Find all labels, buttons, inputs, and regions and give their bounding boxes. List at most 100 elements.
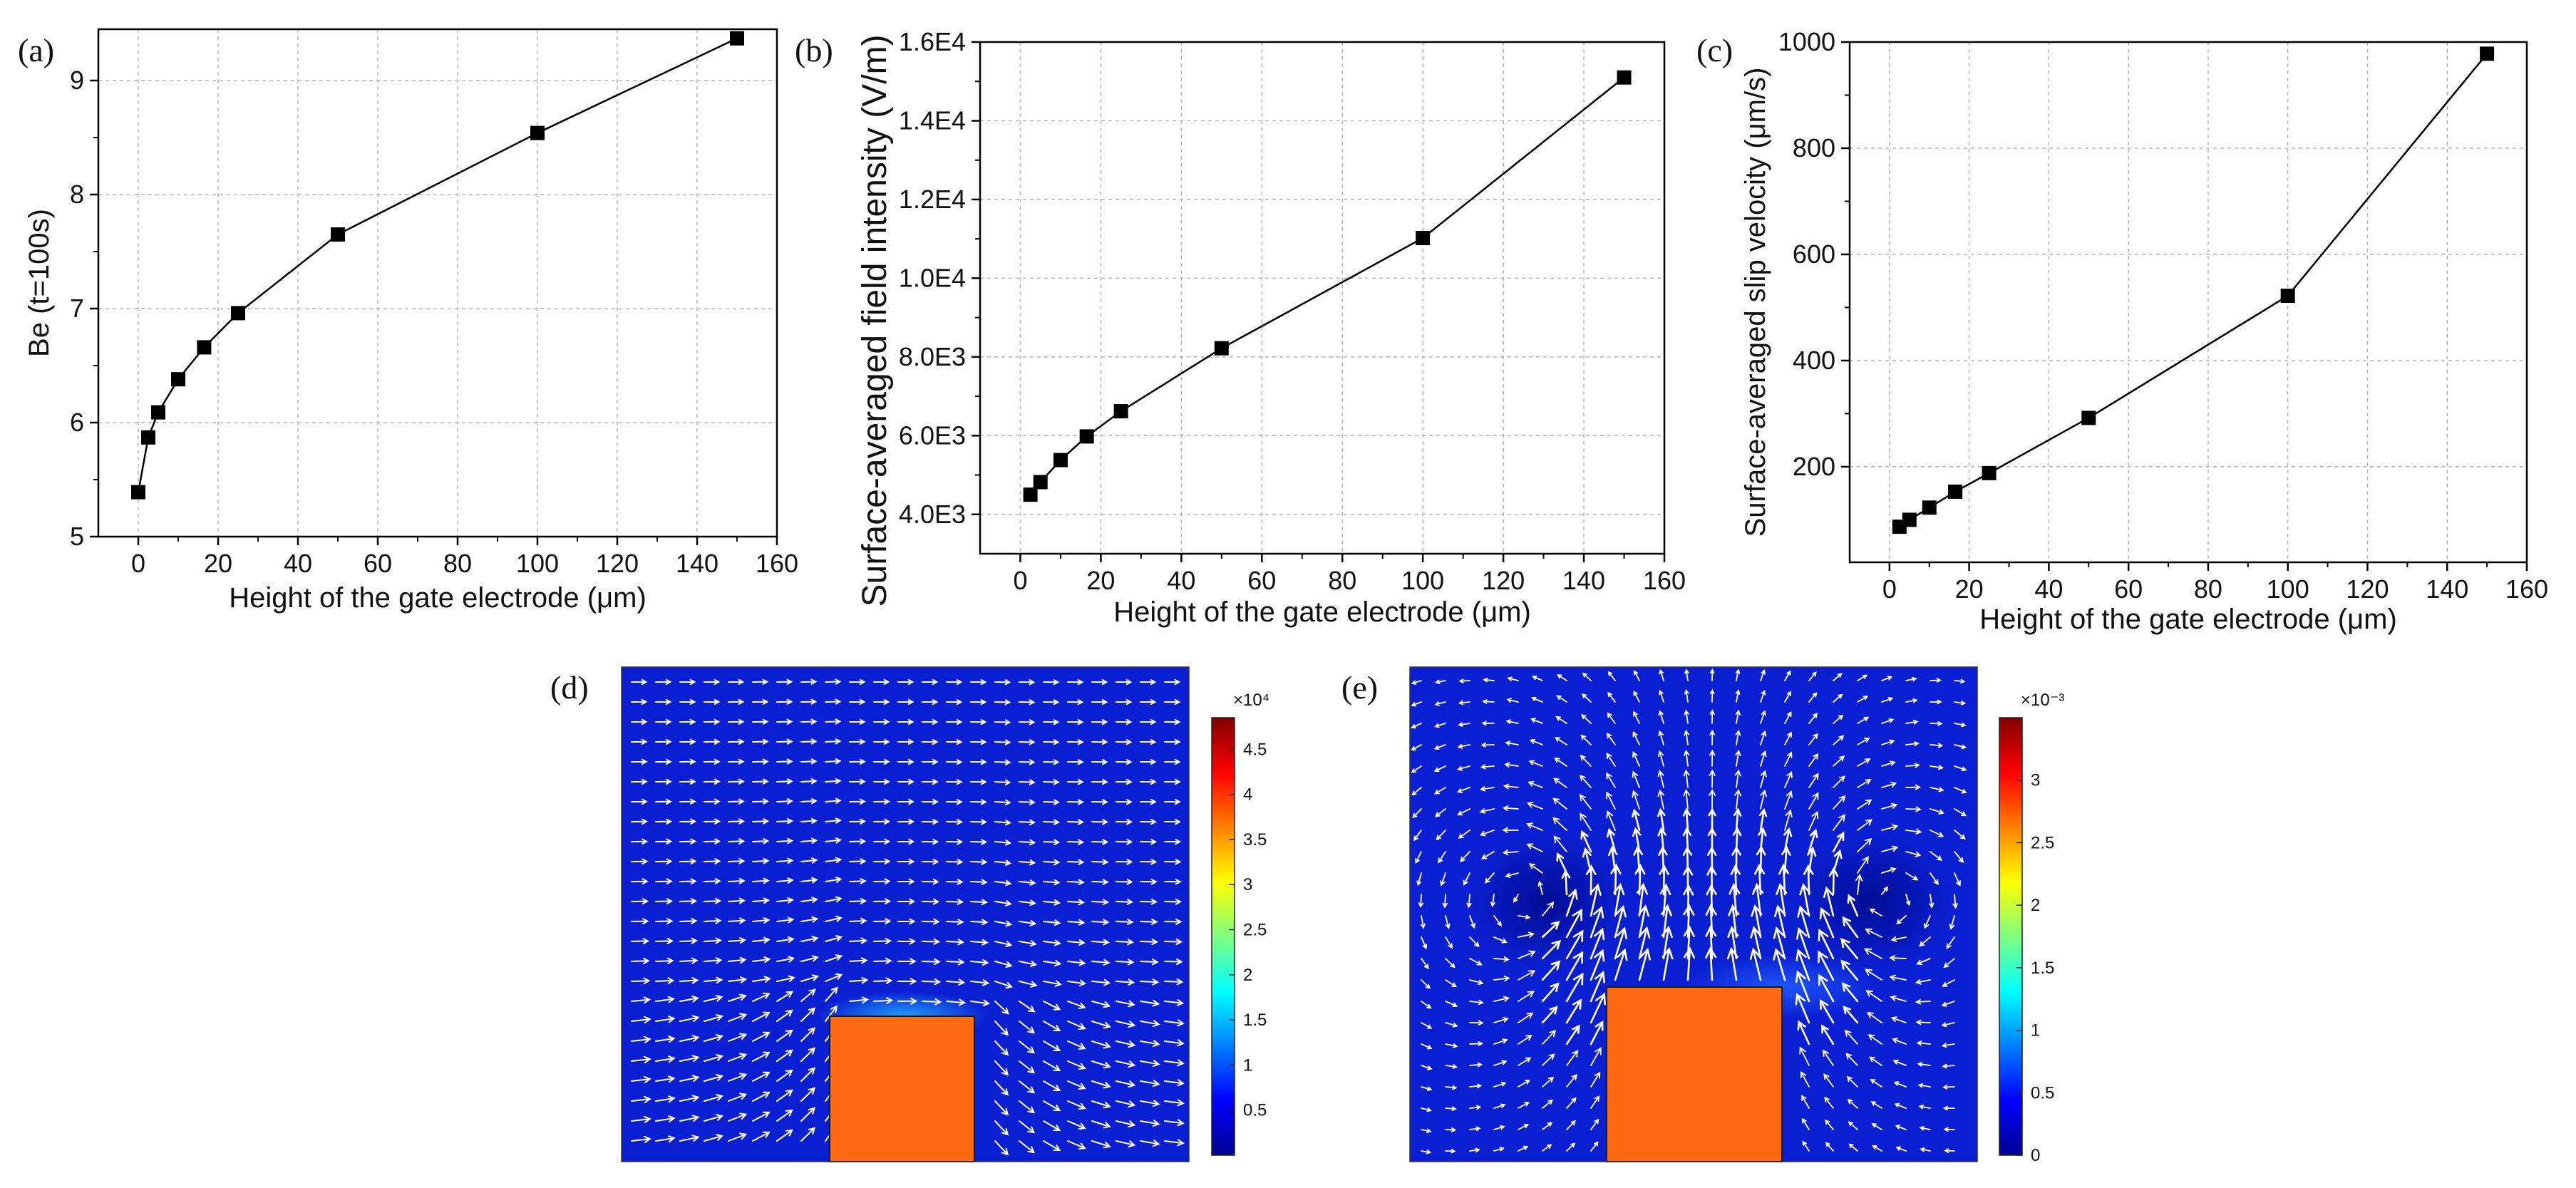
vector-arrow	[631, 798, 648, 805]
vector-arrow	[631, 898, 649, 905]
vector-arrow	[873, 778, 890, 785]
vector-arrow	[849, 917, 867, 924]
data-point	[1617, 70, 1632, 85]
vector-arrow	[1019, 739, 1036, 745]
vector-arrow	[1043, 739, 1060, 745]
vector-arrow	[1456, 765, 1470, 771]
vector-arrow	[1867, 1034, 1882, 1045]
vector-arrow	[1067, 879, 1085, 886]
vector-arrow	[849, 996, 870, 1004]
vector-arrow	[1760, 710, 1766, 724]
vector-arrow	[1846, 1075, 1858, 1088]
vector-arrow	[679, 1015, 700, 1023]
vector-arrow	[1797, 905, 1810, 939]
vector-arrow	[1905, 894, 1911, 907]
vector-arrow	[631, 996, 651, 1004]
vector-arrow	[1091, 1040, 1111, 1049]
vector-arrow	[704, 897, 722, 904]
colorbar-tick-label: 2.5	[1243, 921, 1267, 940]
vector-arrow	[704, 1134, 723, 1142]
vector-arrow	[1091, 819, 1109, 825]
vector-arrow	[752, 857, 770, 864]
vector-arrow	[1606, 827, 1617, 853]
vector-arrow	[1140, 818, 1158, 825]
vector-arrow	[1590, 905, 1604, 939]
vector-arrow	[1580, 812, 1592, 831]
vector-arrow	[1421, 936, 1428, 950]
vector-arrow	[800, 1047, 816, 1062]
vector-arrow	[922, 778, 939, 785]
vector-arrow	[1580, 830, 1592, 853]
vector-arrow	[1941, 1022, 1955, 1028]
vector-arrow	[1683, 769, 1690, 788]
vector-arrow	[970, 839, 988, 845]
vector-arrow	[1823, 886, 1835, 917]
y-ticks-b: 4.0E3 6.0E3 8.0E3 1.0E4 1.2E4 1.4E4 1.6E4	[899, 27, 980, 529]
vector-arrow	[1019, 919, 1037, 926]
y-tick-label: 1.6E4	[899, 27, 966, 56]
vector-arrow	[1784, 711, 1792, 724]
vector-arrow	[1043, 919, 1061, 926]
vector-arrow	[679, 758, 696, 765]
vector-arrow	[1870, 1078, 1882, 1088]
vector-arrow	[704, 838, 721, 844]
vector-arrow	[1869, 908, 1882, 916]
vector-arrow	[655, 918, 674, 924]
vector-arrow	[897, 918, 916, 925]
vector-arrow	[776, 738, 793, 745]
vector-arrow	[752, 936, 771, 944]
vector-arrow	[1818, 929, 1835, 960]
vector-arrow	[1067, 739, 1084, 745]
vector-arrow	[1822, 1049, 1834, 1066]
vector-arrow	[1590, 992, 1606, 1024]
vector-arrow	[922, 898, 940, 905]
vector-arrow	[825, 1005, 838, 1022]
vector-arrow	[922, 678, 939, 686]
vector-arrow	[1941, 1043, 1955, 1048]
vector-arrow	[1413, 830, 1422, 842]
vector-arrow	[922, 818, 939, 825]
vector-arrow	[1483, 677, 1495, 683]
vector-arrow	[631, 1055, 651, 1063]
vector-arrow	[1590, 971, 1605, 1003]
vector-arrow	[1445, 1127, 1457, 1132]
vector-arrow	[873, 918, 892, 925]
vector-arrow	[994, 1021, 1009, 1036]
vector-arrow	[1895, 1146, 1907, 1152]
vector-arrow	[1735, 709, 1741, 724]
vector-arrow	[1784, 790, 1793, 810]
vector-arrow	[1893, 1081, 1907, 1088]
vector-arrow	[1493, 996, 1510, 1002]
vector-arrow	[1043, 899, 1061, 906]
vector-arrow	[1943, 1127, 1955, 1132]
vector-arrow	[728, 738, 745, 745]
vector-arrow	[1542, 1122, 1553, 1130]
vector-arrow	[825, 738, 842, 745]
vector-arrow	[1091, 1021, 1111, 1029]
vector-arrow	[1493, 1082, 1507, 1088]
vector-arrow	[1554, 757, 1567, 767]
vector-arrow	[1881, 697, 1894, 703]
vector-arrow	[752, 678, 769, 685]
x-tick-label: 60	[364, 549, 392, 578]
vector-arrow	[970, 919, 989, 926]
vector-arrow	[1043, 859, 1061, 866]
vector-arrow	[1043, 959, 1062, 967]
vector-arrow	[1411, 744, 1422, 751]
vector-arrow	[1445, 1085, 1458, 1090]
chart-c: (c) 0 20 40 60 80 100 120 140 160 200 400 600 800 10…	[1696, 27, 2548, 635]
vector-arrow	[776, 718, 793, 725]
y-ticks-a: 5 6 7 8 9	[70, 66, 98, 551]
vector-arrow	[1857, 819, 1873, 831]
vector-arrow	[776, 678, 793, 685]
vector-arrow	[1067, 719, 1084, 725]
vector-arrow	[1773, 926, 1786, 960]
vector-arrow	[1043, 1080, 1061, 1092]
vector-arrow	[970, 719, 987, 725]
vector-arrow	[1657, 807, 1666, 832]
vector-arrow	[1542, 901, 1555, 916]
vector-arrow	[1590, 1095, 1600, 1109]
colorbar-d	[1211, 717, 1235, 1156]
vector-arrow	[1657, 770, 1664, 788]
x-tick-label: 120	[2346, 574, 2389, 604]
